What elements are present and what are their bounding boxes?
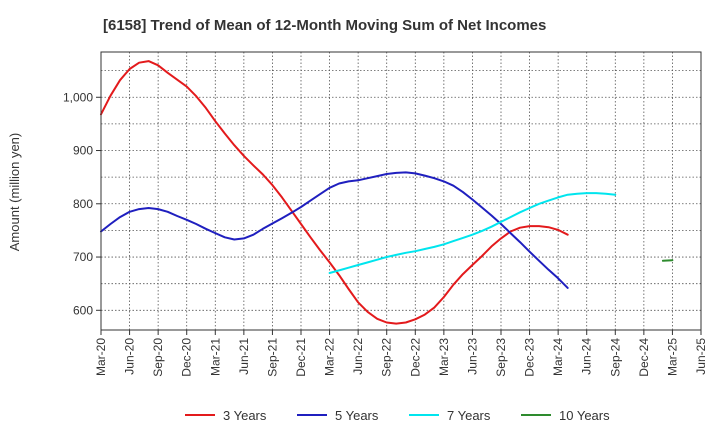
series-lines (100, 60, 674, 325)
y-axis-label: Amount (million yen) (7, 133, 22, 252)
x-tick-label: Dec-20 (180, 338, 194, 377)
y-ticks: 600 700 800 900 1,000 (63, 90, 101, 317)
x-tick-label: Jun-24 (580, 338, 594, 375)
x-tick-label: Jun-25 (694, 338, 708, 375)
x-tick-label: Mar-24 (551, 338, 565, 376)
x-tick-label: Dec-23 (523, 338, 537, 377)
grid (101, 52, 701, 330)
x-tick-label: Sep-23 (494, 338, 508, 377)
x-tick-label: Jun-20 (123, 338, 137, 375)
x-tick-label: Sep-21 (265, 338, 279, 377)
y-tick-label: 900 (73, 144, 93, 158)
y-tick-label: 600 (73, 303, 93, 317)
plot-frame (100, 51, 702, 331)
series-line-3-years (100, 60, 569, 325)
x-tick-label: Mar-22 (323, 338, 337, 376)
x-tick-label: Dec-22 (408, 338, 422, 377)
x-tick-label: Jun-22 (351, 338, 365, 375)
legend-label: 3 Years (223, 408, 267, 423)
x-tick-label: Dec-24 (637, 338, 651, 377)
y-tick-label: 1,000 (63, 90, 93, 104)
series-line-10-years (661, 259, 674, 262)
legend-label: 5 Years (335, 408, 379, 423)
chart-title: [6158] Trend of Mean of 12-Month Moving … (103, 17, 546, 34)
x-ticks: Mar-20 Jun-20 Sep-20 Dec-20 Mar-21 Jun-21 Sep-… (94, 330, 708, 377)
x-tick-label: Mar-25 (665, 338, 679, 376)
x-tick-label: Jun-21 (237, 338, 251, 375)
legend: 3 Years 5 Years 7 Years 10 Years (185, 408, 610, 423)
y-tick-label: 800 (73, 197, 93, 211)
y-tick-label: 700 (73, 250, 93, 264)
x-tick-label: Jun-23 (465, 338, 479, 375)
x-tick-label: Mar-21 (208, 338, 222, 376)
x-tick-label: Mar-23 (437, 338, 451, 376)
x-tick-label: Dec-21 (294, 338, 308, 377)
series-line-7-years (328, 192, 617, 274)
legend-label: 7 Years (447, 408, 491, 423)
series-line-5-years (100, 171, 569, 289)
x-tick-label: Sep-24 (608, 338, 622, 377)
x-tick-label: Sep-22 (380, 338, 394, 377)
x-tick-label: Sep-20 (151, 338, 165, 377)
x-tick-label: Mar-20 (94, 338, 108, 376)
legend-label: 10 Years (559, 408, 610, 423)
